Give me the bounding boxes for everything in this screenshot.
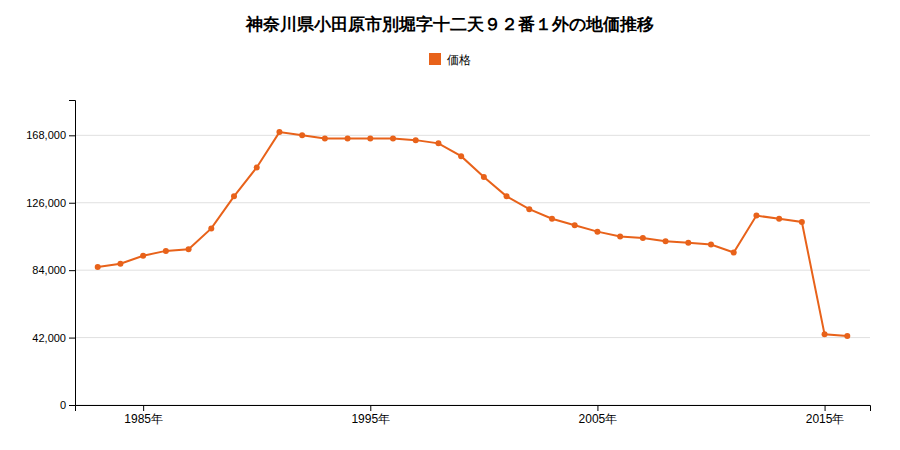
grid-line bbox=[75, 337, 870, 338]
point bbox=[504, 193, 510, 199]
y-tick-label: 126,000 bbox=[26, 197, 66, 209]
title: 神奈川県小田原市別堀字十二天９２番１外の地価推移 bbox=[245, 14, 654, 34]
point bbox=[663, 238, 669, 244]
legend-swatch bbox=[429, 53, 441, 65]
y-tick: 42,000 bbox=[32, 332, 75, 344]
x-tick-label: 2005年 bbox=[579, 412, 618, 426]
point bbox=[776, 216, 782, 222]
point bbox=[594, 229, 600, 235]
line bbox=[98, 132, 848, 336]
x-axis-line bbox=[76, 406, 871, 412]
y-tick: 126,000 bbox=[26, 197, 75, 209]
point bbox=[526, 206, 532, 212]
point bbox=[140, 253, 146, 259]
y-axis-line bbox=[69, 101, 76, 406]
y-tick-label: 84,000 bbox=[32, 264, 66, 276]
point bbox=[617, 233, 623, 239]
grid-line bbox=[75, 202, 870, 203]
point bbox=[481, 174, 487, 180]
point bbox=[299, 132, 305, 138]
y-axis: 0 42,000 84,000 126,000 168,000 bbox=[26, 101, 75, 412]
point bbox=[390, 136, 396, 142]
point bbox=[186, 246, 192, 252]
x-tick: 1995年 bbox=[351, 405, 390, 426]
x-tick-mark bbox=[370, 405, 371, 411]
point bbox=[276, 129, 282, 135]
x-tick-mark bbox=[597, 405, 598, 411]
y-tick-mark bbox=[69, 203, 75, 204]
y-tick: 168,000 bbox=[26, 129, 75, 141]
y-tick-label: 42,000 bbox=[32, 332, 66, 344]
y-tick: 84,000 bbox=[32, 264, 75, 276]
point bbox=[708, 241, 714, 247]
point bbox=[322, 136, 328, 142]
grid bbox=[75, 135, 870, 405]
grid-line bbox=[75, 135, 870, 136]
point bbox=[822, 331, 828, 337]
x-tick: 2015年 bbox=[806, 405, 845, 426]
point bbox=[549, 216, 555, 222]
legend-item: 価格 bbox=[429, 53, 471, 67]
point bbox=[435, 140, 441, 146]
grid-line bbox=[75, 270, 870, 271]
point bbox=[367, 136, 373, 142]
x-tick: 1985年 bbox=[124, 405, 163, 426]
x-axis: 1985年 1995年 2005年 2015年 bbox=[76, 405, 871, 426]
point bbox=[753, 213, 759, 219]
point bbox=[458, 153, 464, 159]
y-tick-mark bbox=[69, 405, 75, 406]
x-tick-mark bbox=[825, 405, 826, 411]
point bbox=[163, 248, 169, 254]
chart: 1985年 1995年 2005年 2015年 0 42,000 84,000 126,000… bbox=[0, 0, 900, 450]
point bbox=[254, 164, 260, 170]
legend-label: 価格 bbox=[447, 53, 471, 67]
point bbox=[844, 333, 850, 339]
x-tick-label: 1995年 bbox=[351, 412, 390, 426]
point bbox=[413, 137, 419, 143]
point bbox=[117, 261, 123, 267]
y-tick: 0 bbox=[60, 399, 75, 411]
legend: 価格 bbox=[429, 53, 471, 67]
point bbox=[95, 264, 101, 270]
marks bbox=[95, 129, 851, 339]
y-tick-mark bbox=[69, 135, 75, 136]
point bbox=[731, 250, 737, 256]
point bbox=[685, 240, 691, 246]
x-tick-mark bbox=[143, 405, 144, 411]
point bbox=[345, 136, 351, 142]
y-tick-label: 0 bbox=[60, 399, 66, 411]
point bbox=[799, 219, 805, 225]
y-tick-mark bbox=[69, 270, 75, 271]
point bbox=[231, 193, 237, 199]
x-tick: 2005年 bbox=[579, 405, 618, 426]
plot: 1985年 1995年 2005年 2015年 0 42,000 84,000 126,000… bbox=[26, 101, 870, 426]
point bbox=[208, 225, 214, 231]
x-tick-label: 2015年 bbox=[806, 412, 845, 426]
point bbox=[640, 235, 646, 241]
x-tick-label: 1985年 bbox=[124, 412, 163, 426]
y-tick-mark bbox=[69, 338, 75, 339]
y-tick-label: 168,000 bbox=[26, 129, 66, 141]
point bbox=[572, 222, 578, 228]
